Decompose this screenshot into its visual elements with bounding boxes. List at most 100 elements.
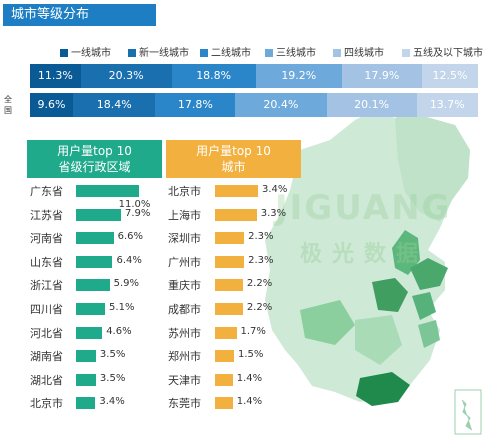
province-bar [76, 373, 96, 386]
map-inset-islands [461, 399, 473, 431]
legend-item-1: 新一线城市 [128, 44, 189, 59]
legend-label: 三线城市 [276, 48, 316, 59]
province-bar [76, 255, 113, 268]
region-sichuan [300, 300, 355, 345]
province-label: 北京市 [30, 397, 63, 411]
segment-label: 17.9% [364, 69, 400, 82]
region-northeast [395, 112, 470, 222]
province-value: 4.6% [106, 325, 132, 337]
city-bar [215, 373, 233, 386]
stacked-bar-row-0: 11.3% 20.3% 18.8% 19.2% 17.9% 12.5% [30, 64, 478, 88]
watermark-text: JIGUANG [275, 188, 452, 228]
city-value: 1.4% [236, 372, 263, 384]
city-value: 1.4% [236, 396, 263, 408]
stacked-segment: 18.4% [73, 93, 156, 117]
stacked-segment: 17.9% [341, 64, 422, 88]
legend-swatch [60, 49, 68, 57]
legend-label: 一线城市 [71, 48, 111, 59]
segment-label: 9.6% [37, 98, 66, 111]
city-label: 郑州市 [168, 350, 201, 364]
legend-label: 四线城市 [344, 48, 384, 59]
province-value: 3.4% [99, 396, 125, 408]
city-bar [215, 208, 257, 221]
map-inset-frame [454, 389, 482, 435]
province-bar [76, 350, 96, 363]
province-label: 湖北省 [30, 373, 63, 387]
segment-label: 20.1% [354, 98, 390, 111]
region-shandong [410, 258, 448, 290]
province-bar [76, 232, 114, 245]
panel-header-provinces: 用户量top 10 省级行政区域 [27, 140, 162, 178]
legend-label: 二线城市 [211, 48, 251, 59]
city-value: 1.7% [240, 325, 266, 337]
city-label: 天津市 [168, 373, 201, 387]
legend-item-5: 五线及以下城市 [402, 44, 483, 59]
legend-item-4: 四线城市 [333, 44, 384, 59]
legend-label: 五线及以下城市 [413, 48, 483, 59]
province-value: 11.0% [118, 199, 151, 210]
legend-swatch [128, 49, 136, 57]
province-label: 湖南省 [30, 350, 63, 364]
city-label: 北京市 [168, 185, 201, 198]
province-bar [76, 303, 106, 315]
segment-label: 13.7% [429, 98, 465, 111]
province-label: 河南省 [30, 232, 63, 246]
province-label: 四川省 [30, 303, 63, 316]
panel-header-cities: 用户量top 10 城市 [166, 140, 301, 178]
stacked-segment: 17.8% [155, 93, 236, 117]
stacked-segment: 19.2% [255, 64, 342, 88]
legend: 一线城市 新一线城市 二线城市 三线城市 四线城市 五线及以下城市 [60, 44, 500, 59]
city-value: 2.2% [246, 302, 273, 313]
province-bar [76, 279, 110, 292]
legend-swatch [402, 49, 410, 57]
city-value: 3.3% [260, 207, 287, 219]
region-hebei [392, 230, 420, 275]
region-zhejiang [418, 320, 440, 348]
region-henan [372, 278, 408, 312]
stacked-segment: 9.6% [30, 93, 73, 117]
segment-label: 19.2% [281, 69, 317, 82]
province-value: 6.4% [116, 254, 142, 266]
city-value: 2.3% [248, 254, 274, 266]
legend-item-0: 一线城市 [60, 44, 111, 59]
segment-label: 17.8% [177, 98, 213, 111]
city-bar [215, 279, 243, 292]
city-value: 2.2% [246, 278, 273, 290]
city-bar [215, 255, 245, 268]
province-value: 5.1% [109, 302, 135, 313]
stacked-segment: 20.3% [80, 64, 172, 88]
city-bar [215, 397, 233, 410]
segment-label: 18.8% [196, 69, 232, 82]
province-value: 6.6% [117, 231, 143, 243]
stacked-segment: 12.5% [422, 64, 478, 88]
legend-swatch [200, 49, 208, 57]
stacked-bar-row-1: 9.6% 18.4% 17.8% 20.4% 20.1% 13.7% [30, 93, 478, 117]
city-label: 深圳市 [168, 232, 201, 246]
stacked-segment: 20.4% [235, 93, 327, 117]
city-bar [215, 185, 258, 197]
province-label: 江苏省 [30, 208, 63, 222]
province-value: 3.5% [99, 372, 126, 384]
city-bar [215, 303, 243, 315]
region-jiangsu [412, 292, 436, 320]
stacked-segment: 13.7% [416, 93, 478, 117]
row-label-bottom: 全国 [4, 95, 12, 115]
segment-label: 20.4% [263, 98, 299, 111]
city-label: 成都市 [168, 303, 201, 316]
city-label: 重庆市 [168, 279, 201, 293]
province-bar [76, 326, 103, 339]
segment-label: 11.3% [37, 69, 73, 82]
city-bar [215, 350, 234, 363]
legend-swatch [265, 49, 273, 57]
province-value: 5.9% [113, 278, 139, 290]
panel-header-cities-line2: 城市 [221, 160, 246, 174]
province-bar [76, 208, 121, 221]
legend-item-2: 二线城市 [200, 44, 251, 59]
panel-header-provinces-line1: 用户量top 10 [57, 144, 132, 158]
panel-header-provinces-line2: 省级行政区域 [58, 160, 131, 174]
page-title: 城市等级分布 [3, 4, 156, 26]
watermark-cn-text: 极光数据 [300, 242, 429, 267]
city-label: 广州市 [168, 255, 201, 269]
city-value: 2.3% [248, 231, 274, 243]
